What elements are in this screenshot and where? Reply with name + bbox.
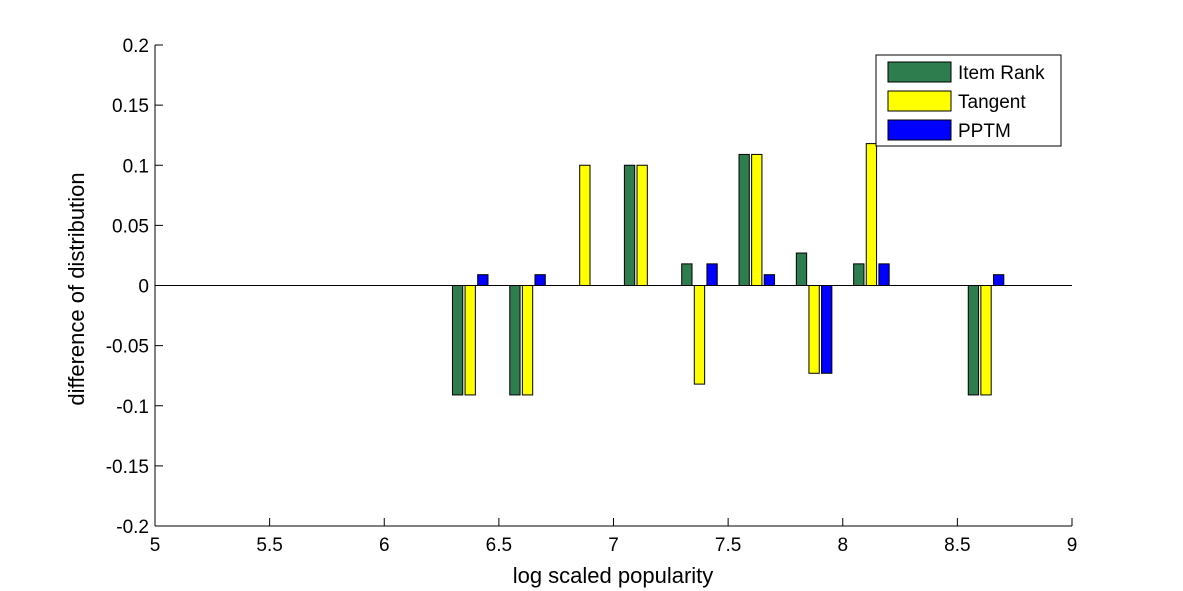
- bar-pptm-8: [992, 274, 1005, 286]
- bar-item-rank-4: [681, 263, 693, 286]
- y-tick-label: -0.05: [106, 337, 149, 358]
- x-tick-label: 8: [837, 535, 848, 556]
- legend-label-pptm: PPTM: [958, 121, 1011, 142]
- bar-item-rank-6: [795, 252, 808, 286]
- x-tick-label: 6.5: [486, 535, 512, 556]
- x-tick-label: 7: [608, 535, 619, 556]
- y-axis-label: difference of distribution: [64, 172, 89, 405]
- bar-pptm-7: [878, 263, 890, 286]
- y-tick-label: -0.2: [116, 517, 149, 538]
- bar-item-rank-5: [738, 153, 750, 286]
- y-tick-label: 0.05: [112, 216, 149, 237]
- bar-pptm-6: [821, 285, 833, 374]
- x-tick-label: 8.5: [944, 535, 970, 556]
- legend: Item Rank Tangent PPTM: [875, 54, 1062, 147]
- bar-tangent-1: [521, 285, 534, 396]
- x-tick-label: 7.5: [715, 535, 741, 556]
- y-tick-label: 0.2: [123, 36, 149, 57]
- x-tick-label: 9: [1067, 535, 1078, 556]
- bar-tangent-6: [808, 285, 820, 374]
- bar-tangent-7: [865, 143, 878, 286]
- bar-item-rank-0: [451, 285, 464, 396]
- bar-pptm-4: [706, 263, 718, 286]
- bar-tangent-0: [464, 285, 476, 396]
- legend-swatch-pptm: [887, 119, 952, 141]
- legend-label-item-rank: Item Rank: [958, 63, 1045, 84]
- axes-layer: 0.2 0.15 0.1 0.05 0 -0.05 -0.1 -0.15 -0.25 5.5 6 6.…: [106, 36, 1078, 556]
- bar-item-rank-8: [967, 285, 980, 396]
- bar-tangent-5: [751, 153, 763, 286]
- bar-tangent-2: [579, 164, 591, 286]
- y-tick-label: -0.15: [106, 457, 149, 478]
- x-tick-label: 5: [150, 535, 161, 556]
- x-axis-label: log scaled popularity: [513, 563, 714, 588]
- bar-pptm-5: [763, 274, 776, 286]
- legend-swatch-item-rank: [887, 61, 952, 83]
- bar-pptm-1: [534, 274, 546, 286]
- y-tick-label: 0.1: [123, 156, 149, 177]
- legend-swatch-tangent: [887, 90, 952, 112]
- x-tick-label: 5.5: [256, 535, 282, 556]
- y-tick-label: 0.15: [112, 96, 149, 117]
- y-tick-label: -0.1: [116, 397, 149, 418]
- bar-item-rank-3: [623, 164, 636, 286]
- bar-tangent-8: [980, 285, 992, 396]
- bar-item-rank-1: [509, 285, 521, 396]
- bar-tangent-3: [636, 164, 648, 286]
- bar-item-rank-7: [853, 263, 865, 286]
- y-tick-label: 0: [138, 277, 149, 298]
- legend-label-tangent: Tangent: [958, 92, 1026, 113]
- bar-pptm-0: [477, 274, 489, 286]
- bar-tangent-4: [693, 285, 706, 385]
- x-tick-label: 6: [379, 535, 390, 556]
